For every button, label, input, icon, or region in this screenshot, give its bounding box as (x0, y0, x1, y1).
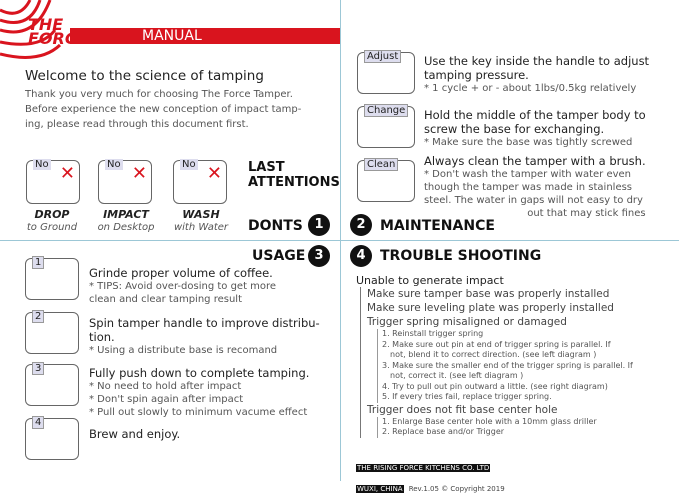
last-attentions: LAST ATTENTIONS (248, 160, 340, 190)
manual-title: MANUAL (142, 28, 202, 44)
brush-icon: Clean (357, 158, 415, 202)
welcome-text: Thank you very much for choosing The For… (25, 87, 301, 132)
faucet-icon: No ✕ (173, 159, 227, 204)
adjust-icon: Adjust (357, 50, 415, 94)
usage-heading: USAGE (252, 248, 306, 264)
usage-step-4: Brew and enjoy. (89, 427, 181, 441)
welcome-heading: Welcome to the science of tamping (25, 68, 264, 84)
section-number: 1 (308, 214, 330, 236)
spin-icon: 2 (25, 310, 79, 354)
dont-label: WASH (182, 208, 220, 221)
dont-drop: No ✕ (25, 159, 80, 204)
impact-icon: No ✕ (98, 159, 152, 204)
section-number: 2 (350, 214, 372, 236)
dont-label: IMPACT (103, 208, 149, 221)
section-number: 4 (350, 245, 372, 267)
push-icon: 3 (25, 362, 79, 406)
intro-line: Thank you very much for choosing The For… (25, 89, 293, 100)
dont-wash: No ✕ (173, 159, 227, 204)
header-bar (70, 28, 340, 44)
usage-step-2: Spin tamper handle to improve distribu-t… (89, 316, 320, 356)
brew-icon: 4 (25, 416, 79, 460)
intro-line: Before experience the new conception of … (25, 104, 302, 115)
dont-sub: to Ground (26, 222, 78, 233)
usage-step-3: Fully push down to complete tamping. * No… (89, 366, 310, 418)
maintenance-clean-text: Always clean the tamper with a brush. * D… (424, 154, 646, 219)
maintenance-change-text: Hold the middle of the tamper body to scr… (424, 108, 646, 148)
dont-label: DROP (34, 208, 70, 221)
intro-line: ing, please read through this document f… (25, 119, 249, 130)
usage-step-1: Grinde proper volume of coffee. * TIPS: A… (89, 266, 277, 305)
section-number: 3 (308, 245, 330, 267)
dont-sub: with Water (173, 222, 229, 233)
donts-heading: DONTS (248, 218, 303, 234)
trouble-heading: TROUBLE SHOOTING (380, 248, 542, 264)
dont-impact: No ✕ (98, 159, 152, 204)
trouble-tree: Unable to generate impact Make sure tamp… (356, 274, 676, 438)
row-divider (0, 240, 679, 241)
change-icon: Change (357, 104, 415, 148)
drop-icon: No ✕ (26, 159, 80, 204)
dont-sub: on Desktop (97, 222, 155, 233)
maintenance-heading: MAINTENANCE (380, 218, 495, 234)
grinder-icon: 1 (25, 256, 79, 300)
footer: THE RISING FORCE KITCHENS CO. LTD WUXI, … (356, 464, 505, 493)
maintenance-adjust-text: Use the key inside the handle to adjust t… (424, 54, 650, 94)
svg-text:THE: THE (28, 15, 63, 34)
